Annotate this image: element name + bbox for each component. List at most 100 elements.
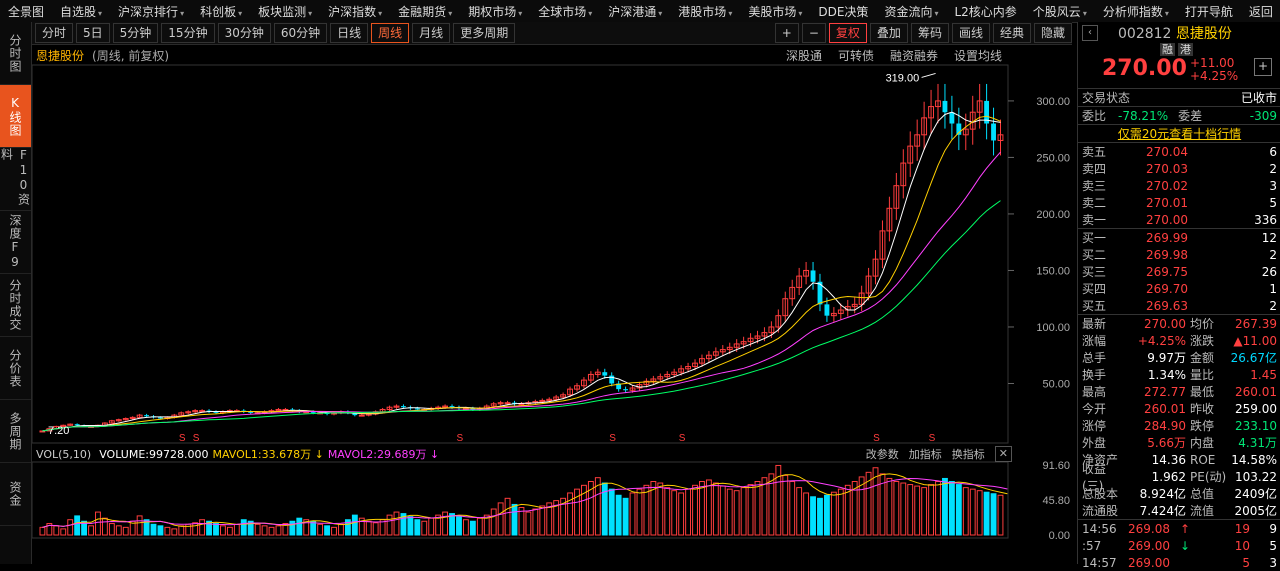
prev-stock-icon[interactable]: ‹ xyxy=(1082,25,1098,41)
tick-volume: 5 xyxy=(1242,555,1250,570)
event-marker[interactable]: S xyxy=(609,433,616,444)
close-icon[interactable]: ✕ xyxy=(994,446,1012,462)
left-tab[interactable]: F10资料 xyxy=(0,148,31,211)
top-menu-item[interactable]: 板块监测 ▾ xyxy=(258,4,313,19)
order-book-row: 买四 269.70 1 xyxy=(1078,280,1280,297)
volume-bar xyxy=(726,488,733,536)
chart-tool-button[interactable]: + xyxy=(774,23,799,43)
left-tab[interactable]: 分价表 xyxy=(0,337,31,400)
top-menu-item[interactable]: 沪深指数 ▾ xyxy=(328,4,383,19)
volume-bar xyxy=(546,502,553,536)
candle-body xyxy=(796,275,803,288)
candle-body xyxy=(623,389,629,391)
candle-body xyxy=(789,286,796,300)
candle-body xyxy=(692,362,698,368)
event-marker[interactable]: S xyxy=(679,433,686,444)
period-button[interactable]: 分时 xyxy=(35,23,74,43)
left-tab[interactable]: K线图 xyxy=(0,85,31,148)
candle-body xyxy=(858,292,865,305)
left-tab[interactable]: 多周期 xyxy=(0,400,31,463)
top-menu-item[interactable]: 分析师指数 ▾ xyxy=(1102,4,1169,19)
book-price: 269.63 xyxy=(1146,298,1188,313)
candle-body xyxy=(914,134,921,147)
top-menu-item[interactable]: 美股市场 ▾ xyxy=(748,4,803,19)
volume-bar xyxy=(88,525,94,536)
period-button[interactable]: 30分钟 xyxy=(217,23,271,43)
top-menu-item[interactable]: 科创板 ▾ xyxy=(200,4,243,19)
top-menu-item[interactable]: 打开导航 xyxy=(1184,4,1233,19)
volume-bar xyxy=(997,494,1004,536)
vol-header-link[interactable]: 改参数 xyxy=(865,448,899,461)
top-menu-item[interactable]: 自选股 ▾ xyxy=(60,4,103,19)
top-menu-item[interactable]: 期权市场 ▾ xyxy=(468,4,523,19)
top-menu-item[interactable]: DDE决策 xyxy=(818,4,869,19)
event-marker[interactable]: S xyxy=(457,433,464,444)
chart-tool-button[interactable]: − xyxy=(801,23,826,43)
candle-body xyxy=(907,145,914,164)
period-button[interactable]: 更多周期 xyxy=(453,23,516,43)
left-tab[interactable]: 资金 xyxy=(0,463,31,526)
top-menu-item[interactable]: 港股市场 ▾ xyxy=(678,4,733,19)
candle-body xyxy=(671,371,678,375)
chart-header-link[interactable]: 设置均线 xyxy=(953,48,1002,63)
candle-body xyxy=(643,380,650,386)
stat-value: +4.25% xyxy=(1137,333,1186,348)
period-button[interactable]: 周线 xyxy=(371,23,410,43)
chart-tool-button[interactable]: 复权 xyxy=(828,23,867,43)
stats-table: 最新 270.00 均价 267.39 涨幅 +4.25% 涨跌 ▲11.00 总手 9.97万金… xyxy=(1078,314,1280,519)
candle-body xyxy=(699,358,705,364)
top-menu-item[interactable]: 全球市场 ▾ xyxy=(538,4,593,19)
candle-body xyxy=(719,349,726,353)
chevron-down-icon: ▾ xyxy=(238,8,243,18)
chart-header-link[interactable]: 可转债 xyxy=(837,48,874,63)
event-marker[interactable]: S xyxy=(193,433,200,444)
top-menu-item[interactable]: 沪深港通 ▾ xyxy=(608,4,663,19)
period-button[interactable]: 15分钟 xyxy=(161,23,215,43)
left-tab[interactable]: 深度F9 xyxy=(0,211,31,274)
event-marker[interactable]: S xyxy=(929,433,936,444)
chart-tool-button[interactable]: 画线 xyxy=(951,23,990,43)
chart-tool-button[interactable]: 筹码 xyxy=(910,23,949,43)
left-tab[interactable]: 分时成交 xyxy=(0,274,31,337)
period-button[interactable]: 5日 xyxy=(76,23,110,43)
top-menu-item[interactable]: 个股风云 ▾ xyxy=(1032,4,1087,19)
volume-bar xyxy=(685,488,692,536)
candle-body xyxy=(178,412,185,416)
period-button[interactable]: 5分钟 xyxy=(112,23,159,43)
kline-chart[interactable]: 300.00 250.00 200.00 150.00 100.00 50.00 91.60… xyxy=(32,45,1072,545)
vol-header-link[interactable]: 换指标 xyxy=(951,448,985,461)
volume-bar xyxy=(935,481,941,536)
promo-link[interactable]: 仅需20元查看十档行情 xyxy=(1117,127,1242,141)
vol-header-link[interactable]: 加指标 xyxy=(908,448,942,461)
top-menu-item[interactable]: 资金流向 ▾ xyxy=(884,4,939,19)
top-menu-item[interactable]: 返回 xyxy=(1248,4,1273,19)
period-button[interactable]: 日线 xyxy=(330,23,369,43)
top-menu-item[interactable]: L2核心内参 xyxy=(954,4,1017,19)
top-menu-item[interactable]: 全景图 xyxy=(8,4,45,19)
top-menu-item[interactable]: 沪深京排行 ▾ xyxy=(118,4,185,19)
chart-tool-button[interactable]: 经典 xyxy=(992,23,1031,43)
top-menu-item[interactable]: 金融期货 ▾ xyxy=(398,4,453,19)
chart-tool-button[interactable]: 隐藏 xyxy=(1033,23,1072,43)
add-watchlist-button[interactable]: + xyxy=(1254,58,1272,76)
stat-label: 流值 xyxy=(1190,504,1215,518)
book-price: 270.04 xyxy=(1146,144,1188,159)
candle-body xyxy=(199,410,206,413)
period-button[interactable]: 月线 xyxy=(412,23,451,43)
event-marker[interactable]: S xyxy=(873,433,880,444)
event-marker[interactable]: S xyxy=(179,433,186,444)
chart-tool-button[interactable]: 叠加 xyxy=(869,23,908,43)
vol-ma-line xyxy=(42,473,1008,528)
chart-header-link[interactable]: 深股通 xyxy=(785,48,822,63)
period-button[interactable]: 60分钟 xyxy=(273,23,328,43)
volume-bar xyxy=(220,525,226,536)
candle-body xyxy=(747,337,754,343)
volume-bar xyxy=(553,500,560,536)
volume-bar xyxy=(233,523,240,536)
tick-time: :57 xyxy=(1082,538,1102,553)
stat-value: 260.01 xyxy=(1144,401,1186,416)
chart-header-link[interactable]: 融资融券 xyxy=(889,48,938,63)
left-tab[interactable]: 分时图 xyxy=(0,22,31,85)
candle-body xyxy=(893,185,900,209)
volume-bar xyxy=(53,525,60,536)
